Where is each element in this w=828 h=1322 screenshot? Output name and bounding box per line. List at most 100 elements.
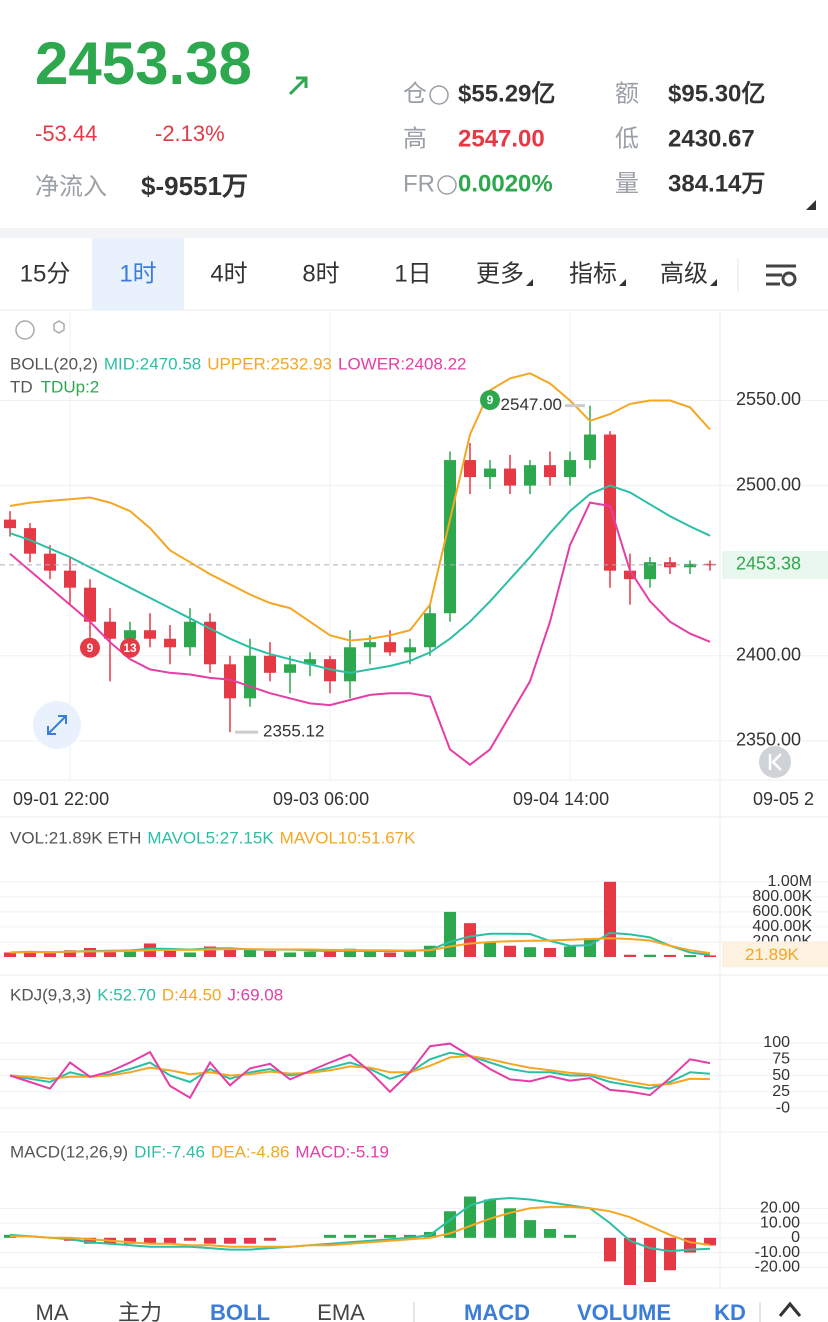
time-tab[interactable]: 15分 <box>20 260 71 287</box>
trend-arrow <box>288 76 308 96</box>
y-tick-label: 1.00M <box>768 873 812 890</box>
legend-entry: MAVOL5:27.15K <box>147 828 274 847</box>
time-tab[interactable]: 1日 <box>394 260 431 287</box>
bar <box>504 945 516 957</box>
bar <box>564 1234 576 1238</box>
bar <box>524 1220 536 1238</box>
candle-body <box>164 638 176 648</box>
high-label: 2547.00 <box>501 395 562 414</box>
bar <box>664 954 676 957</box>
stat-label: 高 <box>403 125 427 152</box>
td-marker-label: 9 <box>87 641 94 655</box>
legend-entry: BOLL(20,2) <box>10 354 98 373</box>
candle-body <box>124 630 136 639</box>
y-tick-label: 0 <box>791 1229 800 1246</box>
time-tab[interactable]: 8时 <box>302 260 339 287</box>
y-tick-label: 600.00K <box>752 903 812 920</box>
net-inflow-label: 净流入 <box>35 173 107 200</box>
series-line <box>9 1042 711 1100</box>
bar <box>604 1237 616 1262</box>
settings-icon[interactable] <box>766 264 797 287</box>
last-volume-tag <box>722 941 828 968</box>
legend-entry: MACD(12,26,9) <box>10 1142 128 1161</box>
x-tick-label: 09-01 22:00 <box>13 789 109 809</box>
collapse-caret[interactable] <box>806 200 816 210</box>
y-tick-label: 2400.00 <box>736 645 801 665</box>
y-tick-label: 10.00 <box>760 1214 800 1231</box>
bar <box>184 1237 196 1241</box>
candle-body <box>284 664 296 673</box>
y-tick-label: 2500.00 <box>736 474 801 494</box>
time-tab[interactable]: 1时 <box>119 260 156 287</box>
info-icon[interactable] <box>429 85 449 105</box>
y-tick-label: -20.00 <box>755 1259 800 1276</box>
plot <box>4 372 716 766</box>
candle-body <box>524 465 536 486</box>
stat-label: FR <box>403 170 435 197</box>
indicator-tab[interactable]: EMA <box>317 1300 365 1322</box>
low-label: 2355.12 <box>263 722 324 741</box>
candle-body <box>384 642 396 653</box>
grid <box>0 1042 828 1109</box>
bar <box>224 1237 236 1244</box>
indicator-tab[interactable]: KD <box>714 1300 746 1322</box>
legend-entry: UPPER:2532.93 <box>207 354 332 373</box>
stat-label: 低 <box>615 125 639 152</box>
time-tab[interactable]: 高级 <box>660 260 708 287</box>
bar <box>264 1237 276 1241</box>
indicator-tab[interactable]: 主力 <box>118 1300 162 1322</box>
bar <box>364 1234 376 1238</box>
legend-entry: VOL:21.89K ETH <box>10 828 141 847</box>
scroll-latest-button[interactable] <box>759 746 791 778</box>
bar <box>224 947 236 957</box>
td-marker <box>80 637 100 658</box>
bar <box>324 1234 336 1238</box>
candle-body <box>184 621 196 648</box>
settings-icon[interactable] <box>53 320 65 334</box>
time-tab[interactable]: 4时 <box>210 260 247 287</box>
bar <box>284 952 296 957</box>
bar <box>304 951 316 957</box>
indicator-tab[interactable]: BOLL <box>210 1300 270 1322</box>
y-tick-label: 50 <box>772 1067 790 1084</box>
drawing-tool-icon[interactable] <box>778 1301 802 1317</box>
last-price-label: 2453.38 <box>736 554 801 574</box>
td-marker <box>120 637 140 658</box>
y-tick-label: 75 <box>772 1050 790 1067</box>
candle-body <box>4 519 16 529</box>
y-tick-label: -10.00 <box>755 1244 800 1261</box>
x-tick-label: 09-04 14:00 <box>513 789 609 809</box>
bar <box>344 948 356 957</box>
info-icon[interactable] <box>437 175 457 195</box>
series-line <box>9 1051 711 1090</box>
indicator-tab[interactable]: MA <box>36 1300 69 1322</box>
collapse-icon[interactable] <box>15 320 35 340</box>
candle-body <box>144 630 156 639</box>
td-marker <box>480 390 500 411</box>
axis-labels: 2550.00 2500.00 2400.00 2350.00 09-01 22:00 0… <box>13 389 814 809</box>
settings-lines <box>766 264 796 286</box>
stat-label: 仓 <box>403 80 427 107</box>
bar <box>524 947 536 957</box>
time-tab[interactable]: 指标 <box>569 260 617 287</box>
candle-body <box>64 570 76 588</box>
y-tick-label: -0 <box>776 1099 790 1116</box>
indicator-tab[interactable]: MACD <box>464 1300 530 1322</box>
bar <box>24 950 36 957</box>
time-tab[interactable]: 更多 <box>476 260 524 287</box>
bar <box>384 1234 396 1238</box>
candle-body <box>624 570 636 580</box>
y-tick-label: 400.00K <box>752 918 812 935</box>
indicator-tab[interactable]: VOLUME <box>577 1300 671 1322</box>
candle-body <box>484 468 496 478</box>
plot <box>9 1042 711 1100</box>
candle-body <box>364 642 376 648</box>
legend-entry: MAVOL10:51.67K <box>280 828 416 847</box>
plot <box>4 881 716 957</box>
candle-body <box>504 468 516 486</box>
candle-body <box>564 460 576 478</box>
candle-body <box>264 655 276 673</box>
legend-entry: DEA:-4.86 <box>211 1142 289 1161</box>
